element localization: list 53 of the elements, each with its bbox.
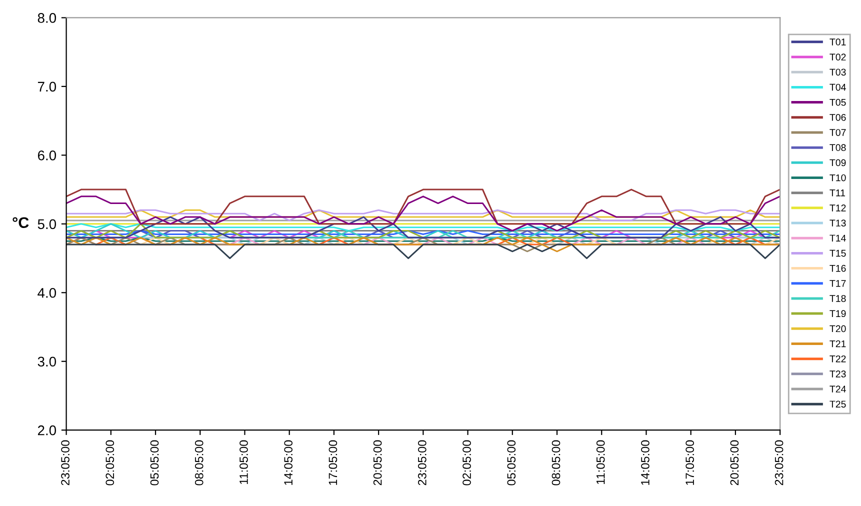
y-tick-label: 4.0	[38, 288, 56, 298]
legend-label: T16	[830, 264, 846, 272]
legend-label: T14	[830, 234, 846, 242]
y-tick-label: 2.0	[38, 425, 56, 436]
legend-label: T15	[830, 250, 846, 257]
legend-label: T08	[830, 144, 846, 152]
legend-label: T05	[830, 98, 846, 106]
x-tick-label: 05:05:00	[507, 440, 516, 486]
legend-label: T20	[830, 325, 846, 332]
x-tick-label: 20:05:00	[373, 440, 382, 486]
y-tick-label: 7.0	[38, 82, 56, 92]
legend-label: T22	[830, 355, 846, 362]
x-tick-label: 23:05:00	[418, 440, 426, 486]
legend-label: T06	[830, 114, 846, 121]
x-tick-label: 17:05:00	[686, 440, 694, 485]
x-tick-label: 14:05:00	[641, 440, 650, 485]
x-tick-label: 08:05:00	[552, 440, 560, 486]
legend-label: T07	[830, 129, 846, 136]
x-tick-label: 14:05:00	[284, 440, 293, 485]
x-tick-label: 02:05:00	[106, 440, 114, 486]
y-tick-label: 5.0	[38, 219, 56, 230]
x-tick-label: 02:05:00	[462, 440, 471, 486]
line-series	[66, 196, 780, 232]
legend-label: T23	[830, 370, 846, 378]
legend-label: T02	[830, 54, 846, 61]
x-tick-label: 08:05:00	[194, 440, 204, 486]
legend-label: T10	[830, 174, 846, 182]
legend-label: T25	[830, 400, 846, 408]
y-tick-label: 3.0	[38, 356, 56, 367]
line-series	[66, 188, 780, 225]
legend-label: T11	[830, 190, 846, 196]
legend-label: T21	[830, 340, 846, 348]
x-tick-label: 17:05:00	[328, 440, 338, 485]
legend-label: T09	[830, 159, 846, 166]
legend-label: T18	[830, 295, 846, 302]
x-tick-label: 23:05:00	[774, 440, 784, 486]
x-tick-label: 11:05:00	[596, 440, 605, 484]
line-series	[66, 216, 780, 238]
y-axis-title: °C	[12, 217, 29, 228]
legend-label: T03	[830, 68, 846, 76]
legend-label: T24	[830, 386, 846, 392]
x-tick-label: 23:05:00	[61, 440, 70, 486]
x-tick-label: 11:05:00	[240, 440, 248, 484]
legend-label: T17	[830, 280, 846, 287]
x-tick-label: 05:05:00	[150, 440, 159, 486]
legend-label: T04	[830, 84, 846, 91]
x-tick-label: 20:05:00	[730, 440, 739, 486]
y-tick-label: 6.0	[38, 150, 56, 160]
legend-label: T13	[830, 220, 846, 227]
legend-label: T19	[830, 310, 846, 318]
y-tick-label: 8.0	[38, 13, 56, 23]
legend-label: T12	[830, 204, 846, 212]
legend-label: T01	[830, 38, 846, 46]
